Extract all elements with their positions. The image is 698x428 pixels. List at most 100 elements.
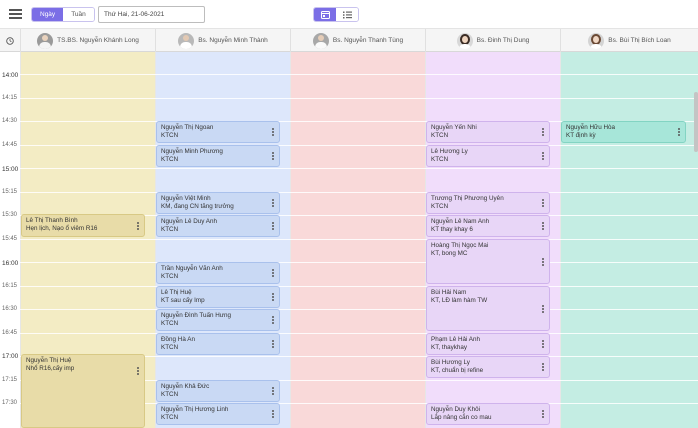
patient-name: Đồng Hà An (161, 336, 195, 343)
patient-name: Trần Nguyễn Văn Anh (161, 265, 223, 272)
calendar-view-icon (320, 11, 330, 19)
avatar (456, 32, 473, 49)
time-label: 16:00 (2, 260, 19, 267)
patient-name: Lê Thị Thanh Bình (26, 217, 78, 224)
more-options-icon[interactable] (272, 410, 274, 418)
doctor-header-3[interactable]: Bs. Nguyễn Thanh Tùng (290, 29, 425, 52)
doctor-name: Bs. Nguyễn Minh Thành (198, 37, 268, 44)
hamburger-menu-icon[interactable] (9, 9, 22, 19)
doctor-column-5[interactable] (560, 52, 698, 428)
doctor-header-1[interactable]: TS.BS. Nguyễn Khánh Long (20, 29, 155, 52)
time-label: 17:00 (2, 353, 19, 360)
more-options-icon[interactable] (542, 410, 544, 418)
patient-name: Nguyễn Khả Đức (161, 383, 210, 390)
appointment-note: Nhổ R16,cấy imp (26, 365, 75, 372)
appointment-card[interactable]: Lê Thị Huệ KT sau cấy Imp (156, 286, 280, 308)
appointment-card[interactable]: Nguyễn Minh Phương KTCN (156, 145, 280, 167)
patient-name: Nguyễn Thị Hương Linh (161, 406, 229, 413)
more-options-icon[interactable] (542, 257, 544, 266)
time-label: 15:45 (2, 236, 18, 242)
more-options-icon[interactable] (542, 304, 544, 313)
appointment-note: KTCN (431, 203, 449, 210)
patient-name: Bùi Hải Nam (431, 289, 467, 296)
appointment-card[interactable]: Nguyễn Thị Hương Linh KTCN (156, 403, 280, 425)
appointment-card[interactable]: Bùi Hải Nam KT, LĐ làm hàm TW (426, 286, 550, 331)
doctor-column-3[interactable] (290, 52, 425, 428)
doctor-header-4[interactable]: Bs. Đinh Thị Dung (425, 29, 560, 52)
appointment-card[interactable]: Lê Thị Thanh Bình Hẹn lịch, Nạo ổ viêm R… (21, 214, 145, 237)
more-options-icon[interactable] (137, 367, 139, 375)
appointment-card[interactable]: Trần Nguyễn Văn Anh KTCN (156, 262, 280, 284)
appointment-card[interactable]: Nguyễn Đình Tuấn Hưng KTCN (156, 309, 280, 331)
view-week-button[interactable]: Tuần (63, 8, 94, 21)
appointment-card[interactable]: Lê Hương Ly KTCN (426, 145, 550, 167)
more-options-icon[interactable] (542, 222, 544, 230)
more-options-icon[interactable] (542, 340, 544, 348)
appointment-note: KTCN (161, 391, 179, 398)
scrollbar-thumb[interactable] (694, 92, 698, 152)
more-options-icon[interactable] (272, 128, 274, 136)
more-options-icon[interactable] (272, 152, 274, 160)
time-label: 15:30 (2, 212, 18, 218)
appointment-card[interactable]: Nguyễn Thị Ngoan KTCN (156, 121, 280, 143)
doctor-name: Bs. Bùi Thị Bích Loan (608, 37, 671, 44)
more-options-icon[interactable] (272, 293, 274, 301)
clock-icon (6, 36, 14, 45)
avatar (588, 32, 605, 49)
appointment-card[interactable]: Bùi Hương Ly KT, chuẩn bị refine (426, 356, 550, 378)
appointment-card[interactable]: Nguyễn Thị Huệ Nhổ R16,cấy imp (21, 354, 145, 428)
appointment-card[interactable]: Nguyễn Duy Khôi Lắp nâng cắn co mau (426, 403, 550, 425)
patient-name: Nguyễn Minh Phương (161, 148, 223, 155)
appointment-card[interactable]: Nguyễn Lê Duy Anh KTCN (156, 215, 280, 237)
doctor-name: Bs. Đinh Thị Dung (476, 37, 530, 44)
more-options-icon[interactable] (678, 128, 680, 136)
more-options-icon[interactable] (272, 199, 274, 207)
doctor-header-2[interactable]: Bs. Nguyễn Minh Thành (155, 29, 290, 52)
more-options-icon[interactable] (272, 340, 274, 348)
more-options-icon[interactable] (272, 269, 274, 277)
more-options-icon[interactable] (542, 199, 544, 207)
more-options-icon[interactable] (542, 363, 544, 371)
calendar-view-button[interactable] (314, 8, 336, 21)
more-options-icon[interactable] (272, 316, 274, 324)
patient-name: Lê Thị Huệ (161, 289, 192, 296)
appointment-note: KT, bong MC (431, 250, 468, 257)
appointment-card[interactable]: Nguyễn Lê Nam Anh KT thay khay 6 (426, 215, 550, 237)
more-options-icon[interactable] (272, 222, 274, 230)
doctor-column-2[interactable] (155, 52, 290, 428)
appointment-note: KM, đang CN tăng trưởng (161, 203, 234, 210)
appointment-card[interactable]: Trương Thị Phương Uyên KTCN (426, 192, 550, 214)
appointment-note: Lắp nâng cắn co mau (431, 414, 492, 421)
appointment-card[interactable]: Nguyễn Yến Nhi KTCN (426, 121, 550, 143)
patient-name: Nguyễn Lê Duy Anh (161, 218, 218, 225)
more-options-icon[interactable] (272, 387, 274, 395)
patient-name: Hoàng Thị Ngọc Mai (431, 242, 489, 249)
doctor-header-5[interactable]: Bs. Bùi Thị Bích Loan (560, 29, 698, 52)
list-view-button[interactable] (336, 8, 358, 21)
appointment-card[interactable]: Nguyễn Việt Minh KM, đang CN tăng trưởng (156, 192, 280, 214)
patient-name: Nguyễn Việt Minh (161, 195, 211, 202)
appointment-card[interactable]: Nguyễn Hữu Hòa KT định kỳ (561, 121, 686, 143)
more-options-icon[interactable] (542, 128, 544, 136)
date-picker-input[interactable]: Thứ Hai, 21-06-2021 (98, 6, 205, 23)
patient-name: Trương Thị Phương Uyên (431, 195, 504, 202)
appointment-note: Hẹn lịch, Nạo ổ viêm R16 (26, 225, 98, 232)
patient-name: Nguyễn Duy Khôi (431, 406, 481, 413)
more-options-icon[interactable] (137, 221, 139, 230)
appointment-card[interactable]: Phạm Lê Hải Anh KT, thaykhay (426, 333, 550, 355)
appointment-note: KTCN (161, 414, 179, 421)
avatar (37, 32, 54, 49)
time-label: 15:00 (2, 166, 19, 173)
appointment-card[interactable]: Đồng Hà An KTCN (156, 333, 280, 355)
time-label: 14:30 (2, 118, 18, 124)
appointment-note: KTCN (431, 132, 449, 139)
more-options-icon[interactable] (542, 152, 544, 160)
vertical-scrollbar[interactable] (694, 52, 698, 428)
view-day-button[interactable]: Ngày (32, 8, 64, 21)
appointment-card[interactable]: Hoàng Thị Ngọc Mai KT, bong MC (426, 239, 550, 284)
schedule-grid: 14:00 14:15 14:30 14:45 15:00 15:15 15:3… (0, 52, 698, 428)
appointment-card[interactable]: Nguyễn Khả Đức KTCN (156, 380, 280, 402)
patient-name: Nguyễn Thị Ngoan (161, 124, 214, 131)
avatar (312, 32, 329, 49)
